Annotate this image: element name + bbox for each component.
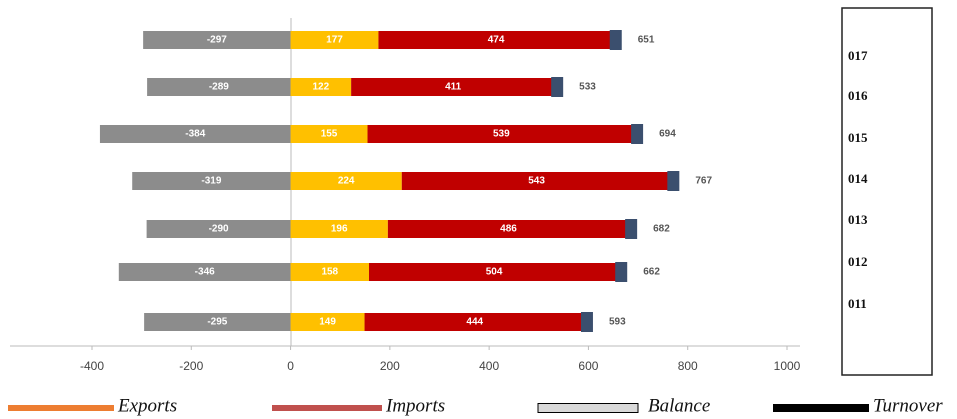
exports-label: 155 <box>321 129 338 140</box>
balance-label: -295 <box>207 317 227 328</box>
imports-label: 543 <box>528 176 545 187</box>
exports-label: 122 <box>313 82 330 93</box>
turnover-label: 593 <box>609 317 626 328</box>
imports-bar <box>401 172 672 190</box>
exports-label: 149 <box>319 317 336 328</box>
legend-label: Exports <box>117 395 177 416</box>
legend-swatch <box>272 405 382 411</box>
exports-bar <box>290 125 368 143</box>
turnover-marker <box>551 77 564 97</box>
imports-bar <box>378 31 614 49</box>
legend-swatch <box>537 403 639 413</box>
x-tick-label: 800 <box>678 359 698 373</box>
balance-bar <box>144 313 291 331</box>
turnover-marker <box>609 30 622 50</box>
turnover-label: 651 <box>638 35 655 46</box>
turnover-label: 662 <box>643 267 660 278</box>
turnover-marker <box>631 124 644 144</box>
category-label: 017 <box>848 48 868 63</box>
exports-label: 177 <box>326 35 343 46</box>
exports-label: 224 <box>338 176 355 187</box>
turnover-marker <box>580 312 593 332</box>
turnover-label: 682 <box>653 224 670 235</box>
imports-bar <box>387 220 630 238</box>
exports-bar <box>290 220 388 238</box>
category-label: 014 <box>848 171 868 186</box>
balance-bar <box>146 220 291 238</box>
turnover-label: 694 <box>659 129 676 140</box>
balance-label: -319 <box>201 176 221 187</box>
imports-label: 474 <box>488 35 505 46</box>
category-label: 013 <box>848 212 868 227</box>
exports-bar <box>290 313 365 331</box>
x-tick-label: 0 <box>287 359 294 373</box>
legend-swatch <box>8 405 114 411</box>
x-tick-label: 600 <box>578 359 598 373</box>
balance-label: -289 <box>209 82 229 93</box>
legend-label: Imports <box>385 395 445 416</box>
turnover-label: 533 <box>579 82 596 93</box>
exports-bar <box>290 263 370 281</box>
category-label: 016 <box>848 88 868 103</box>
x-tick-label: -400 <box>80 359 104 373</box>
legend-label: Turnover <box>873 395 943 416</box>
imports-bar <box>364 313 585 331</box>
imports-label: 444 <box>466 317 483 328</box>
balance-bar <box>143 31 291 49</box>
legend-swatch <box>773 404 869 412</box>
x-tick-label: 200 <box>380 359 400 373</box>
x-tick-label: 1000 <box>774 359 801 373</box>
imports-label: 486 <box>500 224 517 235</box>
imports-label: 411 <box>445 82 462 93</box>
balance-label: -297 <box>207 35 227 46</box>
imports-bar <box>351 78 556 96</box>
exports-bar <box>290 31 379 49</box>
imports-label: 504 <box>486 267 503 278</box>
balance-bar <box>132 172 291 190</box>
x-tick-label: 400 <box>479 359 499 373</box>
imports-label: 539 <box>493 129 510 140</box>
exports-bar <box>290 172 402 190</box>
imports-bar <box>369 263 620 281</box>
balance-bar <box>147 78 291 96</box>
balance-label: -346 <box>195 267 215 278</box>
balance-label: -290 <box>209 224 229 235</box>
exports-label: 158 <box>321 267 338 278</box>
balance-bar <box>99 125 291 143</box>
turnover-marker <box>667 171 680 191</box>
exports-label: 196 <box>331 224 348 235</box>
x-tick-label: -200 <box>179 359 203 373</box>
balance-bar <box>118 263 291 281</box>
imports-bar <box>367 125 636 143</box>
category-label: 011 <box>848 296 867 311</box>
exports-bar <box>290 78 352 96</box>
category-label: 012 <box>848 254 868 269</box>
turnover-marker <box>625 219 638 239</box>
turnover-label: 767 <box>695 176 712 187</box>
turnover-marker <box>615 262 628 282</box>
balance-label: -384 <box>185 129 205 140</box>
legend-label: Balance <box>648 395 710 416</box>
category-panel <box>841 7 933 376</box>
category-label: 015 <box>848 130 868 145</box>
